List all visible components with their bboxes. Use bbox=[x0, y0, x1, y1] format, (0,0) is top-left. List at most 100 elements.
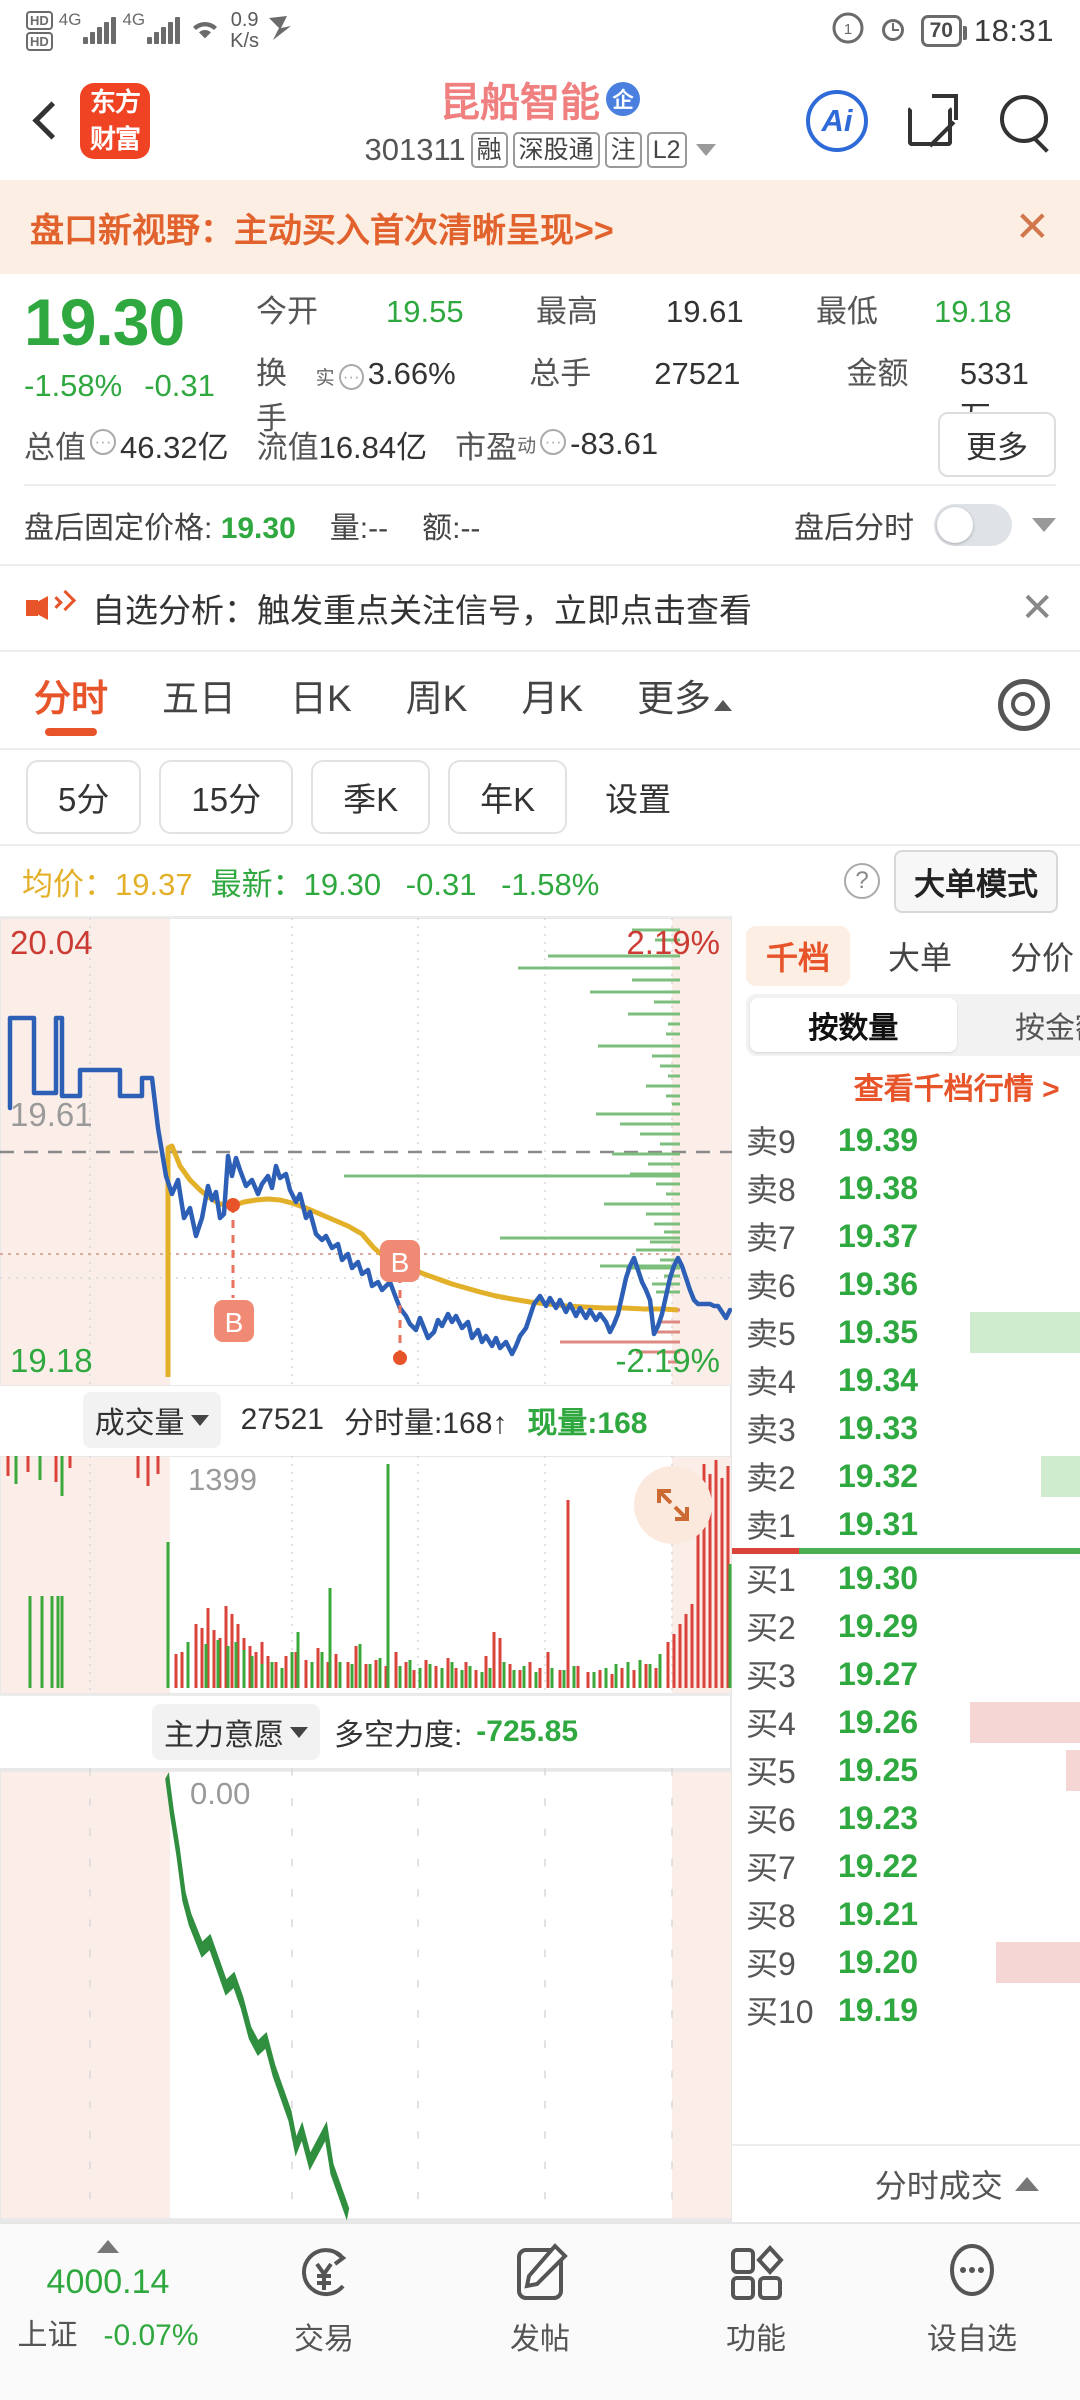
bid-price: 19.19 bbox=[838, 1991, 919, 2028]
search-icon[interactable] bbox=[998, 93, 1054, 149]
order-book-row[interactable]: 卖9 19.39 25 bbox=[732, 1116, 1080, 1164]
bid-level-label: 买6 bbox=[746, 1802, 796, 1838]
speed-unit: K/s bbox=[230, 30, 260, 52]
volume-total: 27521 bbox=[240, 1403, 324, 1436]
order-book-row[interactable]: 买8 19.21 14 bbox=[732, 1890, 1080, 1938]
order-book-row[interactable]: 买7 19.22 6 bbox=[732, 1842, 1080, 1890]
bid-qty-bar: 32 bbox=[970, 1654, 1080, 1695]
nav-item-functions[interactable]: 功能 bbox=[648, 2240, 864, 2358]
ask-qty-bar: 27 bbox=[970, 1408, 1080, 1449]
info-icon[interactable]: ··· bbox=[338, 364, 364, 390]
ask-quantity: 248 bbox=[970, 1311, 1080, 1353]
low-value: 19.18 bbox=[934, 294, 1012, 329]
ob-tab-qiandang[interactable]: 千档 bbox=[746, 926, 851, 986]
segment-by-quantity[interactable]: 按数量 bbox=[750, 998, 957, 1052]
nav-label-trade: 交易 bbox=[294, 2323, 354, 2356]
order-book-row[interactable]: 卖6 19.36 9 bbox=[732, 1260, 1080, 1308]
bid-qty-bar: 162 bbox=[970, 1701, 1080, 1743]
bid-level-label: 买3 bbox=[746, 1658, 796, 1694]
order-book-row[interactable]: 卖7 19.37 32 bbox=[732, 1212, 1080, 1260]
order-book-row[interactable]: 买3 19.27 32 bbox=[732, 1650, 1080, 1698]
nav-item-watchlist[interactable]: 设自选 bbox=[864, 2240, 1080, 2358]
tab-fenshi[interactable]: 分时 bbox=[34, 668, 108, 732]
order-book-row[interactable]: 卖5 19.35 248 bbox=[732, 1308, 1080, 1356]
tab-monthly-k[interactable]: 月K bbox=[521, 678, 584, 719]
price-chart[interactable]: B B 20.04 19.18 2.19% -2.19% 19.61 bbox=[0, 916, 732, 1386]
tab-daily-k[interactable]: 日K bbox=[290, 678, 352, 719]
tab-weekly-k[interactable]: 周K bbox=[405, 678, 468, 719]
bid-quantity: 56 bbox=[1065, 1749, 1080, 1791]
subtab-quarter-k[interactable]: 季K bbox=[311, 760, 431, 834]
stock-code: 301311 bbox=[364, 132, 466, 167]
nav-item-post[interactable]: 发帖 bbox=[432, 2240, 648, 2358]
tab-more-label: 更多 bbox=[637, 678, 712, 719]
expand-chart-button[interactable] bbox=[634, 1466, 712, 1544]
indicator-selector[interactable]: 主力意愿 bbox=[151, 1704, 320, 1760]
ai-label: Ai bbox=[821, 103, 853, 138]
info-icon[interactable]: ··· bbox=[90, 429, 116, 455]
ask-level-label: 卖7 bbox=[746, 1220, 796, 1256]
bid-qty-bar: 14 bbox=[970, 1894, 1080, 1935]
trade-yen-icon bbox=[291, 2240, 357, 2306]
after-hours-vol: 量:-- bbox=[330, 503, 388, 547]
segment-by-amount[interactable]: 按金额 bbox=[1015, 1012, 1080, 1045]
order-book-row[interactable]: 卖1 19.31 5 bbox=[732, 1500, 1080, 1548]
order-book-row[interactable]: 卖2 19.32 111 bbox=[732, 1452, 1080, 1500]
order-book-row[interactable]: 买6 19.23 8 bbox=[732, 1794, 1080, 1842]
close-icon[interactable]: ✕ bbox=[1020, 586, 1054, 630]
indicator-chart[interactable]: 0.00 bbox=[0, 1768, 732, 2222]
tab-five-day[interactable]: 五日 bbox=[162, 678, 236, 719]
tab-more[interactable]: 更多 bbox=[637, 668, 733, 732]
subtab-15min[interactable]: 15分 bbox=[159, 760, 294, 834]
float-cap-label: 流值 bbox=[256, 429, 319, 465]
bid-rows: 买1 19.30 20 买2 19.29 24 买3 19.27 32 买4 19.26 162 买5 1… bbox=[732, 1554, 1080, 2034]
order-book-row[interactable]: 卖4 19.34 50 bbox=[732, 1356, 1080, 1404]
change-absolute: -0.31 bbox=[144, 368, 215, 403]
bid-qty-bar: 24 bbox=[970, 1606, 1080, 1647]
after-hours-toggle[interactable] bbox=[934, 504, 1012, 546]
back-button[interactable] bbox=[26, 101, 66, 141]
nav-item-trade[interactable]: 交易 bbox=[216, 2240, 432, 2358]
indicator-header: 主力意愿 多空力度: -725.85 bbox=[0, 1694, 730, 1768]
order-book-row[interactable]: 买1 19.30 20 bbox=[732, 1554, 1080, 1602]
ob-tab-fenjia[interactable]: 分价 bbox=[1010, 940, 1075, 976]
divider bbox=[24, 484, 1056, 486]
more-button[interactable]: 更多 bbox=[938, 411, 1056, 477]
gear-icon[interactable] bbox=[992, 673, 1050, 731]
bid-price: 19.25 bbox=[838, 1751, 919, 1788]
subtab-5min[interactable]: 5分 bbox=[26, 760, 142, 834]
order-book-row[interactable]: 买4 19.26 162 bbox=[732, 1698, 1080, 1746]
share-icon[interactable] bbox=[906, 94, 960, 148]
nav-item-index[interactable]: 4000.14 上证 -0.07% bbox=[0, 2240, 216, 2354]
order-book-row[interactable]: 买5 19.25 56 bbox=[732, 1746, 1080, 1794]
subtab-settings[interactable]: 设置 bbox=[605, 781, 672, 818]
big-order-mode-button[interactable]: 大单模式 bbox=[894, 849, 1058, 913]
order-book-row[interactable]: 卖8 19.38 43 bbox=[732, 1164, 1080, 1212]
promo-banner[interactable]: 盘口新视野：主动买入首次清晰呈现>> ✕ bbox=[0, 180, 1080, 274]
order-book-row[interactable]: 买10 19.19 21 bbox=[732, 1986, 1080, 2034]
order-book-row[interactable]: 买2 19.29 24 bbox=[732, 1602, 1080, 1650]
tag-l2: L2 bbox=[646, 132, 687, 168]
subtab-year-k[interactable]: 年K bbox=[448, 760, 568, 834]
ai-button[interactable]: Ai bbox=[806, 90, 868, 152]
volume-selector[interactable]: 成交量 bbox=[82, 1392, 221, 1448]
order-book-row[interactable]: 买9 19.20 127 bbox=[732, 1938, 1080, 1986]
ob-tab-dadan[interactable]: 大单 bbox=[888, 940, 953, 976]
intraday-trades-toggle[interactable]: 分时成交 bbox=[732, 2144, 1080, 2222]
volume-header: 成交量 27521 分时量:168↑ 现量:168 bbox=[0, 1384, 730, 1456]
help-icon[interactable]: ? bbox=[844, 863, 880, 899]
info-icon[interactable]: ··· bbox=[540, 429, 567, 455]
volume-chart[interactable]: 1399 bbox=[0, 1456, 732, 1694]
svg-text:1: 1 bbox=[843, 21, 851, 38]
speaker-icon bbox=[26, 588, 77, 628]
close-icon[interactable]: ✕ bbox=[1014, 203, 1050, 250]
tag-connect: 深股通 bbox=[512, 132, 600, 168]
chevron-down-icon[interactable] bbox=[1032, 518, 1056, 532]
notice-strip[interactable]: 自选分析：触发重点关注信号，立即点击查看 ✕ bbox=[0, 564, 1080, 652]
order-book-row[interactable]: 卖3 19.33 27 bbox=[732, 1404, 1080, 1452]
app-logo[interactable]: 东方 财富 bbox=[80, 83, 150, 159]
bid-level-label: 买5 bbox=[746, 1754, 796, 1790]
ask-qty-bar: 9 bbox=[970, 1264, 1080, 1305]
view-full-depth-link[interactable]: 查看千档行情 > bbox=[853, 1073, 1060, 1106]
